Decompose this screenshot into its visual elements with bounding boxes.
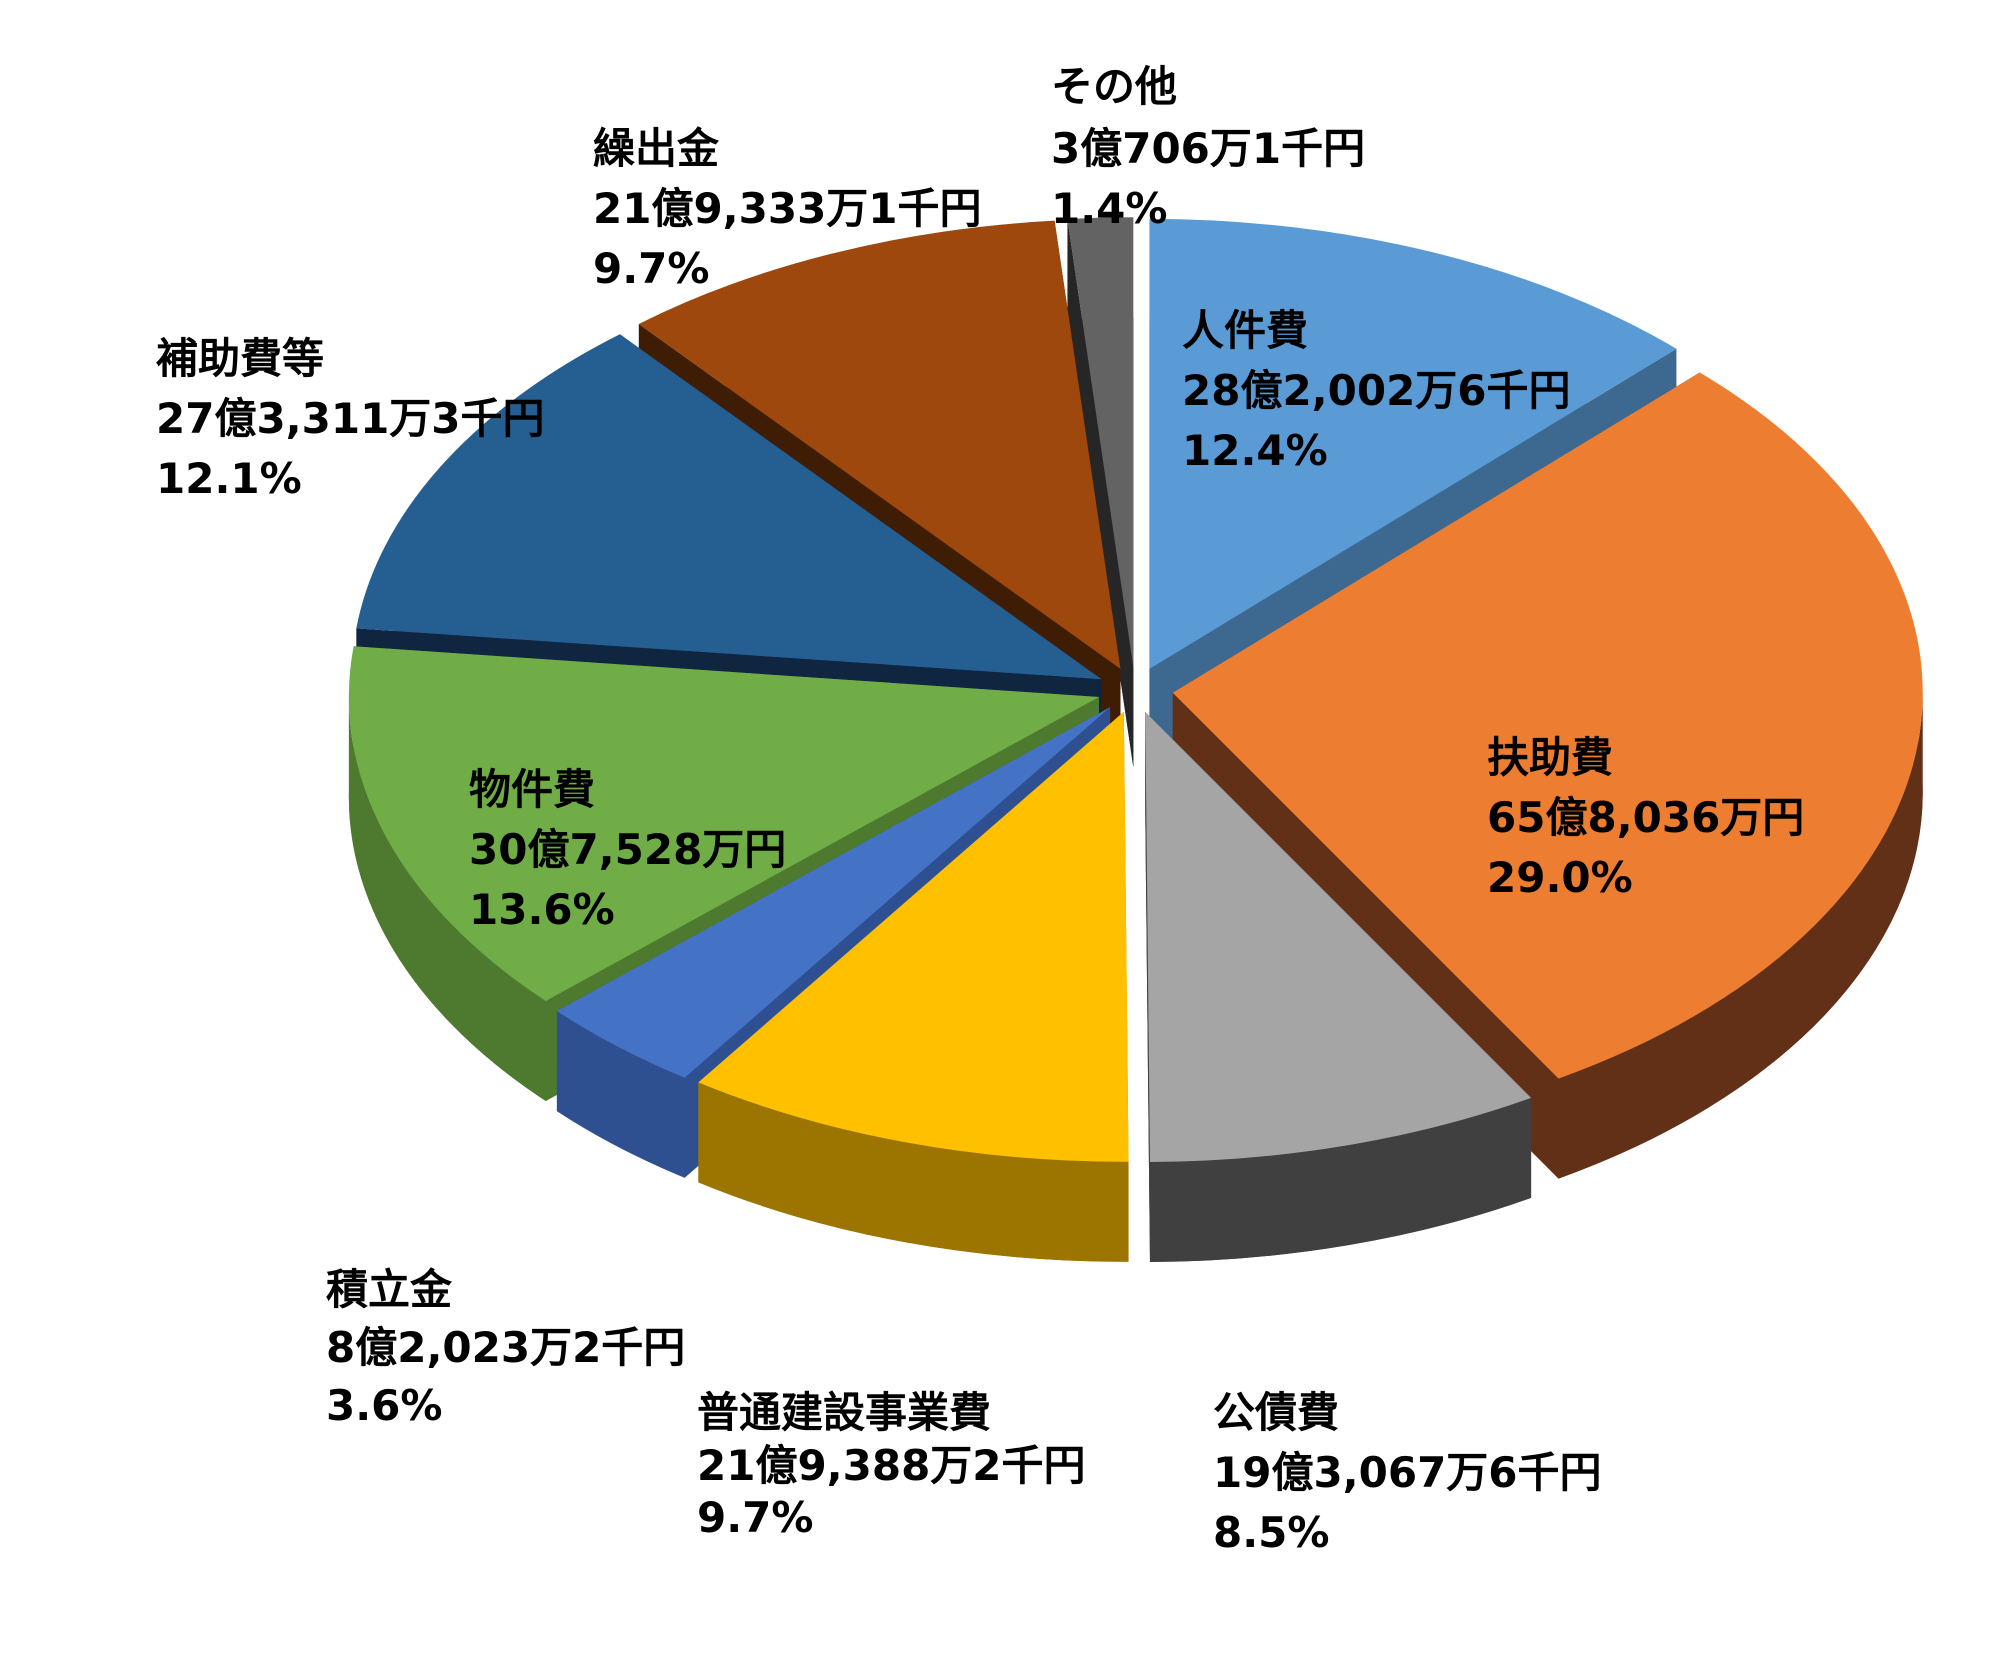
slice-wall [1067, 218, 1134, 768]
pie-slice [1149, 218, 1677, 669]
slice-rim [348, 697, 546, 1101]
label-tsumitatekin: 積立金 8億2,023万2千円 3.6% [326, 1265, 685, 1430]
slice-name-label: 物件費 [469, 765, 595, 814]
pie-slice [1067, 217, 1134, 668]
slice-amount-label: 28億2,002万6千円 [1182, 366, 1571, 415]
slice-percent-label: 3.6% [326, 1381, 442, 1430]
slice-percent-label: 12.4% [1182, 426, 1328, 475]
slice-amount-label: 19億3,067万6千円 [1213, 1448, 1602, 1497]
slice-amount-label: 27億3,311万3千円 [156, 394, 545, 443]
slice-amount-label: 21億9,388万2千円 [697, 1441, 1086, 1490]
slice-percent-label: 8.5% [1213, 1508, 1329, 1557]
slice-name-label: その他 [1051, 62, 1177, 111]
label-kosaihi: 公債費 19億3,067万6千円 8.5% [1213, 1388, 1602, 1557]
slice-amount-label: 3億706万1千円 [1051, 124, 1365, 173]
slice-amount-label: 30億7,528万円 [469, 825, 786, 874]
slice-name-label: 補助費等 [156, 334, 324, 383]
slice-percent-label: 1.4% [1051, 184, 1167, 233]
label-hojohi: 補助費等 27億3,311万3千円 12.1% [156, 334, 545, 503]
slice-name-label: 扶助費 [1487, 733, 1613, 782]
pie-slice [556, 707, 1111, 1078]
label-fujohi: 扶助費 65億8,036万円 29.0% [1487, 733, 1804, 902]
slice-rim [1558, 692, 1923, 1179]
slice-rim [698, 1082, 1129, 1262]
slice-name-label: 普通建設事業費 [697, 1388, 991, 1437]
pie-slice [1145, 711, 1532, 1162]
slice-name-label: 公債費 [1213, 1388, 1339, 1437]
pie-slice [698, 711, 1129, 1162]
pie-slice [1172, 372, 1923, 1079]
slice-percent-label: 9.7% [697, 1493, 813, 1542]
slice-percent-label: 9.7% [593, 244, 709, 293]
slice-name-label: 人件費 [1182, 306, 1308, 355]
pie-slice [356, 334, 1102, 680]
slice-percent-label: 29.0% [1487, 853, 1633, 902]
slice-rim [1149, 1097, 1532, 1262]
label-jinkenhi: 人件費 28億2,002万6千円 12.4% [1182, 306, 1571, 475]
pie-slices [348, 217, 1923, 1162]
label-futsu-kensetsu: 普通建設事業費 21億9,388万2千円 9.7% [697, 1388, 1086, 1542]
slice-amount-label: 21億9,333万1千円 [593, 184, 982, 233]
label-bukkenhi: 物件費 30億7,528万円 13.6% [469, 765, 786, 934]
label-sonota: その他 3億706万1千円 1.4% [1051, 62, 1365, 233]
slice-percent-label: 13.6% [469, 885, 615, 934]
slice-wall [1145, 711, 1150, 1262]
pie-slice [638, 220, 1121, 669]
slice-rim [556, 1011, 685, 1178]
slice-percent-label: 12.1% [156, 454, 302, 503]
slice-name-label: 繰出金 [593, 124, 720, 173]
label-kuridashikin: 繰出金 21億9,333万1千円 9.7% [593, 124, 982, 293]
slice-name-label: 積立金 [326, 1265, 453, 1314]
pie-slice [348, 646, 1099, 1001]
slice-amount-label: 8億2,023万2千円 [326, 1323, 685, 1372]
slice-amount-label: 65億8,036万円 [1487, 793, 1804, 842]
